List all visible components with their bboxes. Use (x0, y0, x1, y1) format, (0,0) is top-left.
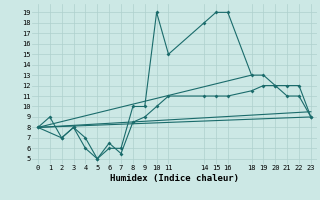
X-axis label: Humidex (Indice chaleur): Humidex (Indice chaleur) (110, 174, 239, 183)
